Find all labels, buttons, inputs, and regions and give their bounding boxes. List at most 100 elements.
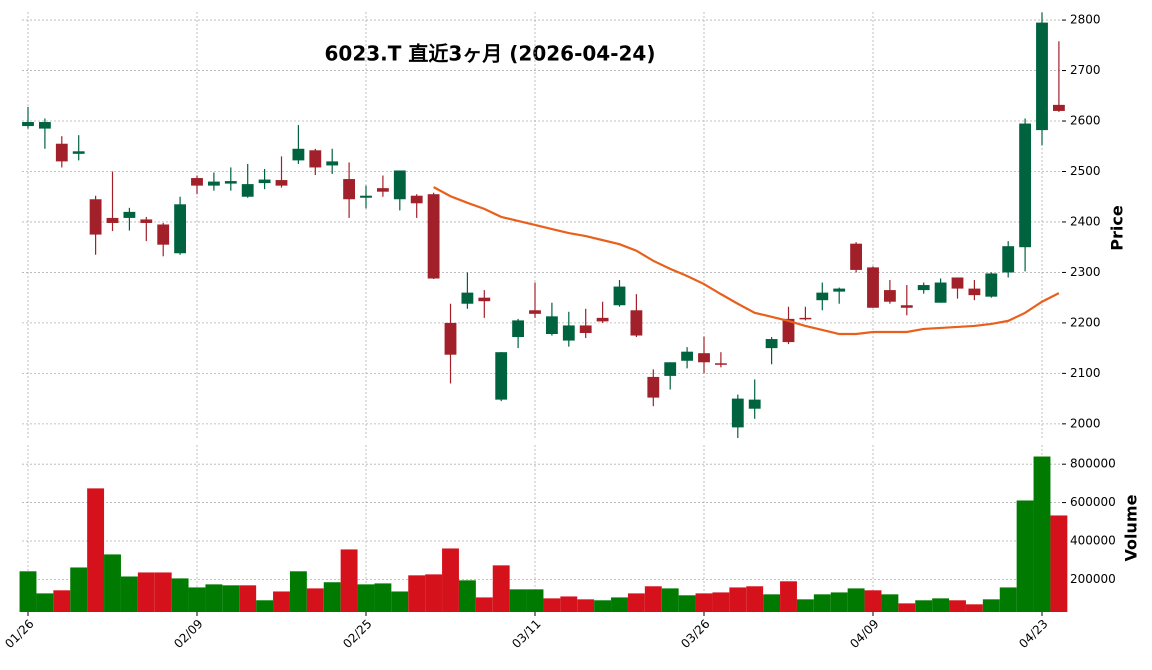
volume-bar <box>458 580 476 612</box>
volume-tick-label: 200000 <box>1070 572 1116 586</box>
volume-bar <box>830 592 848 612</box>
volume-bar <box>104 554 121 612</box>
volume-bar <box>695 593 713 612</box>
candle-body <box>410 195 423 204</box>
x-tick-label: 04/09 <box>847 617 881 651</box>
volume-bar <box>289 571 307 612</box>
candle-body <box>343 179 356 200</box>
volume-bar <box>644 586 662 612</box>
y-axis-label: Price <box>1108 205 1127 251</box>
volume-tick-label: 400000 <box>1070 533 1116 547</box>
volume-tick-label: 600000 <box>1070 495 1116 509</box>
candle-body <box>207 181 220 186</box>
candle-body <box>596 317 609 322</box>
candle-body <box>833 288 846 292</box>
candle-body <box>579 325 592 333</box>
volume-bar <box>492 565 510 612</box>
volume-bar <box>796 599 814 612</box>
candle-body <box>140 219 153 223</box>
y-tick-label: 2100 <box>1070 366 1101 380</box>
volume-bar <box>1050 515 1068 612</box>
candle-body <box>106 217 119 223</box>
candle-body <box>275 180 288 186</box>
volume-bar <box>1016 500 1034 612</box>
volume-bar <box>137 572 155 612</box>
candle-body <box>224 181 237 184</box>
candle-body <box>38 122 51 129</box>
volume-bar <box>205 584 223 612</box>
volume-bar <box>729 587 747 612</box>
moving-average-line <box>433 186 1060 336</box>
volume-bar <box>374 583 392 612</box>
candle-body <box>765 339 778 349</box>
volume-bar <box>509 589 527 612</box>
y-tick-label: 2300 <box>1070 265 1101 279</box>
candle-body <box>495 352 508 400</box>
candle-body <box>748 399 761 409</box>
candle-body <box>72 151 85 154</box>
volume-bar <box>881 594 899 612</box>
y-tick-label: 2400 <box>1070 214 1101 228</box>
candle-body <box>782 318 795 343</box>
candle-body <box>292 148 305 161</box>
volume-bar <box>442 548 459 612</box>
candle-body <box>478 297 491 302</box>
x-tick-label: 04/23 <box>1016 617 1050 651</box>
y-tick-label: 2600 <box>1070 114 1101 128</box>
volume-bar <box>36 593 54 612</box>
volume-bar <box>340 549 358 612</box>
volume-bar <box>746 586 764 612</box>
volume-bar <box>188 587 206 612</box>
volume-bar <box>357 584 375 612</box>
candle-body <box>309 150 322 168</box>
volume-bar <box>53 590 71 612</box>
candle-body <box>512 320 525 338</box>
volume-bar <box>87 488 105 612</box>
candle-body <box>934 282 947 303</box>
x-tick-label: 03/26 <box>678 617 712 651</box>
candle-body <box>968 288 981 296</box>
candle-body <box>613 286 626 306</box>
volume-bar <box>1033 456 1051 612</box>
volume-bar <box>763 594 781 612</box>
candle-body <box>900 305 913 308</box>
volume-bar <box>949 600 966 612</box>
volume-bar <box>391 591 409 612</box>
candle-body <box>883 290 896 302</box>
volume-bar <box>475 597 493 612</box>
volume-bar <box>526 589 544 612</box>
candle-body <box>55 143 68 162</box>
volume-bar <box>915 600 933 612</box>
candle-body <box>1019 123 1032 248</box>
volume-bar <box>847 588 865 612</box>
candle-body <box>376 188 389 192</box>
volume-bar <box>982 599 1000 612</box>
candle-body <box>698 353 710 363</box>
volume-bar <box>171 578 189 612</box>
candle-body <box>731 398 744 428</box>
candle-body <box>123 211 136 218</box>
candle-body <box>326 161 339 166</box>
volume-bar <box>154 572 172 612</box>
volume-bar <box>661 588 679 612</box>
volume-bar <box>425 574 443 612</box>
volume-bar <box>560 596 578 612</box>
candle-body <box>1036 22 1048 131</box>
candle-body <box>867 267 879 308</box>
volume-bar <box>813 594 831 612</box>
volume-bar <box>543 598 561 612</box>
volume-tick-label: 800000 <box>1070 457 1116 471</box>
y-tick-label: 2500 <box>1070 164 1101 178</box>
x-tick-label: 03/11 <box>509 617 543 651</box>
volume-bar <box>864 590 882 612</box>
candle-body <box>174 204 187 254</box>
volume-bar <box>678 595 696 612</box>
volume-axis-label: Volume <box>1122 494 1141 561</box>
chart-title: 6023.T 直近3ヶ月 (2026-04-24) <box>325 42 656 66</box>
x-tick-label: 02/09 <box>171 617 205 651</box>
candle-body <box>529 310 541 314</box>
x-tick-label: 01/26 <box>2 617 36 651</box>
candle-body <box>630 310 643 336</box>
candle-body <box>951 277 964 289</box>
